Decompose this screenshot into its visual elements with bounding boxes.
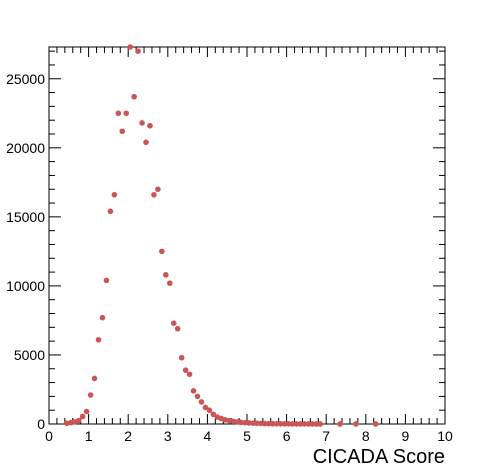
data-point bbox=[99, 314, 106, 321]
data-point bbox=[151, 191, 157, 198]
data-point bbox=[87, 392, 94, 398]
x-tick-label: 9 bbox=[402, 428, 410, 444]
data-point bbox=[119, 128, 126, 135]
data-point bbox=[254, 420, 260, 427]
data-point bbox=[159, 248, 165, 255]
data-point bbox=[95, 336, 102, 343]
data-point bbox=[202, 404, 209, 411]
data-point bbox=[127, 44, 133, 50]
y-tick-label: 5000 bbox=[14, 347, 45, 363]
data-points bbox=[64, 44, 379, 427]
y-tick-labels: 0 5000 10000 15000 20000 25000 bbox=[6, 71, 45, 432]
axis-ticks bbox=[48, 47, 446, 425]
y-tick-label: 0 bbox=[37, 416, 45, 432]
data-point bbox=[190, 388, 197, 394]
x-tick-label: 3 bbox=[164, 428, 172, 444]
data-point bbox=[131, 93, 137, 100]
data-point bbox=[293, 421, 300, 427]
y-tick-label: 25000 bbox=[6, 71, 45, 87]
data-point bbox=[186, 371, 193, 378]
data-point bbox=[91, 375, 98, 382]
data-point bbox=[210, 411, 217, 418]
x-tick-label: 4 bbox=[204, 428, 212, 444]
data-point bbox=[182, 367, 189, 373]
data-point bbox=[273, 420, 280, 427]
data-point bbox=[353, 421, 359, 427]
data-point bbox=[170, 320, 177, 326]
data-point bbox=[258, 420, 264, 427]
data-point bbox=[83, 408, 90, 415]
data-point bbox=[305, 421, 312, 427]
data-point bbox=[297, 421, 304, 427]
data-point bbox=[163, 272, 169, 278]
data-point bbox=[313, 421, 320, 427]
data-point bbox=[174, 325, 181, 332]
data-point bbox=[265, 420, 272, 427]
data-point bbox=[135, 48, 141, 54]
data-point bbox=[206, 407, 213, 413]
x-tick-label: 8 bbox=[362, 428, 370, 444]
y-tick-label: 20000 bbox=[6, 140, 45, 156]
data-point bbox=[75, 417, 82, 424]
data-point bbox=[147, 122, 153, 129]
data-point bbox=[103, 277, 110, 284]
data-point bbox=[309, 421, 316, 427]
data-point bbox=[301, 421, 308, 427]
data-point bbox=[115, 110, 122, 117]
x-tick-label: 5 bbox=[243, 428, 251, 444]
data-point bbox=[166, 280, 173, 286]
x-tick-label: 10 bbox=[437, 428, 453, 444]
data-point bbox=[289, 421, 296, 427]
x-tick-labels: 0 1 2 3 4 5 6 7 8 9 10 bbox=[45, 428, 453, 444]
data-point bbox=[269, 420, 276, 427]
x-tick-label: 2 bbox=[124, 428, 132, 444]
data-point bbox=[337, 421, 343, 427]
x-tick-label: 0 bbox=[45, 428, 53, 444]
data-point bbox=[155, 186, 161, 193]
data-point bbox=[139, 120, 145, 126]
x-tick-label: 1 bbox=[85, 428, 93, 444]
x-axis-title: CICADA Score bbox=[313, 446, 445, 468]
data-point bbox=[262, 420, 268, 427]
data-point bbox=[277, 420, 284, 427]
plot-frame bbox=[48, 46, 446, 425]
x-tick-label: 6 bbox=[283, 428, 291, 444]
data-point bbox=[79, 413, 86, 420]
y-tick-label: 15000 bbox=[6, 209, 45, 225]
data-point bbox=[198, 399, 205, 405]
data-point bbox=[250, 420, 256, 426]
data-point bbox=[285, 421, 292, 427]
y-tick-label: 10000 bbox=[6, 278, 45, 294]
data-point bbox=[111, 191, 118, 198]
data-point bbox=[317, 421, 324, 427]
data-point bbox=[178, 354, 185, 361]
data-point bbox=[143, 139, 149, 146]
x-tick-label: 7 bbox=[322, 428, 330, 444]
data-point bbox=[123, 110, 130, 117]
data-point bbox=[372, 421, 379, 427]
data-point bbox=[107, 208, 114, 215]
data-point bbox=[194, 393, 201, 400]
data-point bbox=[281, 421, 288, 427]
